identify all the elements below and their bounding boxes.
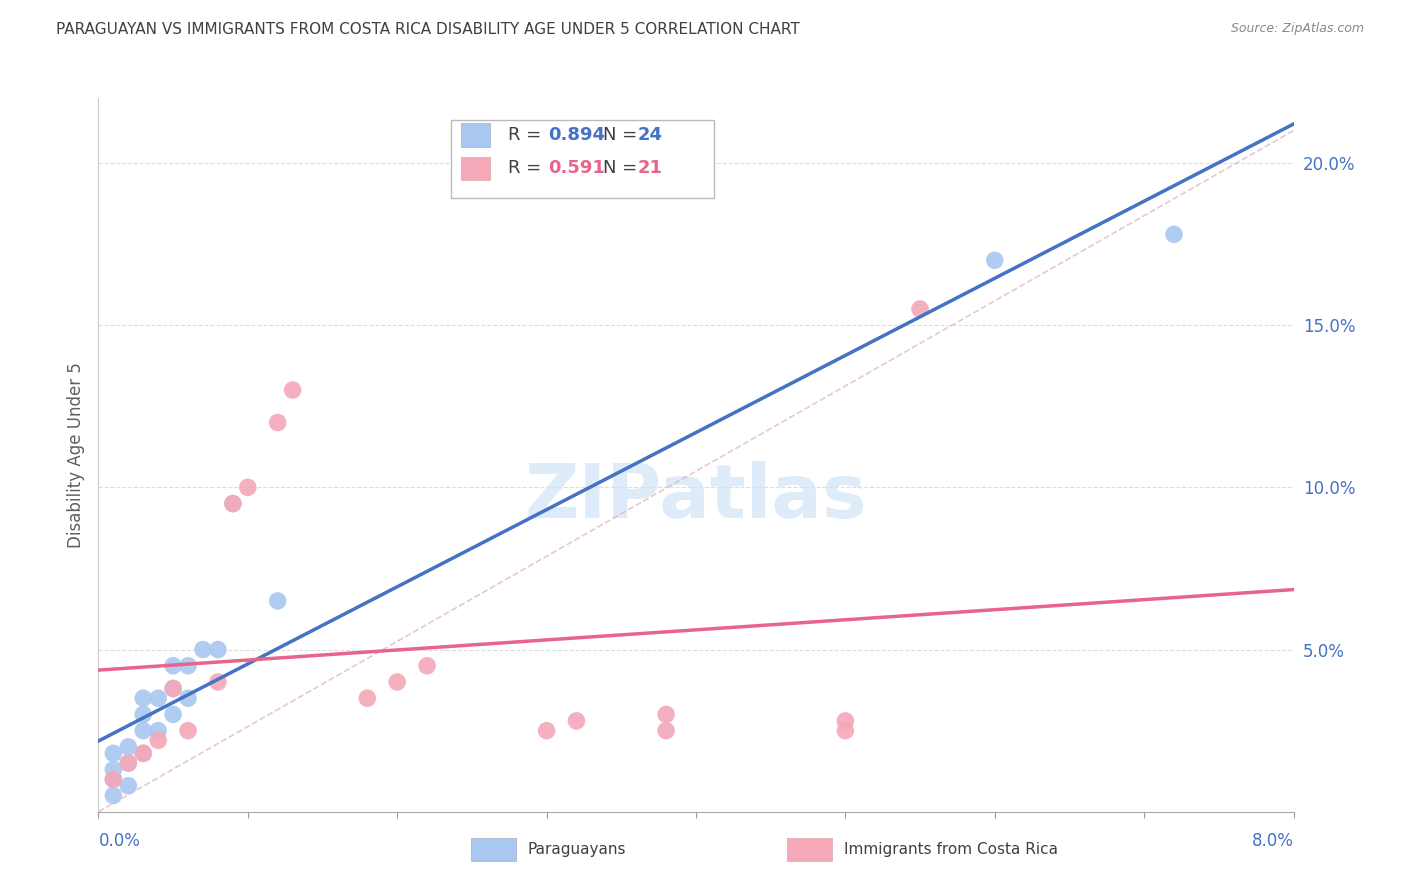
Point — [655, 707, 678, 722]
Point — [267, 416, 290, 430]
Point — [191, 642, 214, 657]
Y-axis label: Disability Age Under 5: Disability Age Under 5 — [66, 362, 84, 548]
Point — [162, 707, 184, 722]
Point — [117, 779, 139, 793]
Point — [162, 681, 184, 696]
Text: 24: 24 — [638, 127, 662, 145]
Point — [207, 642, 229, 657]
Point — [132, 707, 155, 722]
Point — [103, 747, 125, 761]
Text: 8.0%: 8.0% — [1251, 831, 1294, 849]
Point — [117, 756, 139, 770]
Point — [177, 658, 200, 673]
Point — [416, 658, 439, 673]
Point — [148, 691, 170, 706]
Point — [908, 301, 931, 316]
Text: R =: R = — [509, 159, 547, 177]
Point — [536, 723, 558, 738]
Text: 0.591: 0.591 — [548, 159, 605, 177]
Text: 0.894: 0.894 — [548, 127, 605, 145]
Point — [162, 658, 184, 673]
Point — [117, 756, 139, 770]
Point — [162, 681, 184, 696]
Text: Paraguayans: Paraguayans — [527, 842, 626, 857]
Point — [655, 723, 678, 738]
Point — [132, 723, 155, 738]
Point — [834, 714, 856, 728]
Point — [103, 772, 125, 787]
Point — [281, 383, 304, 397]
Point — [983, 253, 1005, 268]
Point — [132, 747, 155, 761]
Point — [356, 691, 378, 706]
Point — [222, 497, 245, 511]
Point — [385, 675, 409, 690]
Text: Immigrants from Costa Rica: Immigrants from Costa Rica — [844, 842, 1057, 857]
Point — [132, 747, 155, 761]
Text: PARAGUAYAN VS IMMIGRANTS FROM COSTA RICA DISABILITY AGE UNDER 5 CORRELATION CHAR: PARAGUAYAN VS IMMIGRANTS FROM COSTA RICA… — [56, 22, 800, 37]
Point — [222, 497, 245, 511]
Point — [132, 691, 155, 706]
Text: N =: N = — [603, 159, 643, 177]
Point — [565, 714, 588, 728]
Point — [236, 480, 259, 494]
Point — [1163, 227, 1185, 242]
Point — [148, 733, 170, 747]
Point — [834, 723, 856, 738]
Point — [148, 723, 170, 738]
Text: ZIPatlas: ZIPatlas — [524, 461, 868, 534]
Text: R =: R = — [509, 127, 547, 145]
Text: 21: 21 — [638, 159, 662, 177]
Point — [117, 739, 139, 754]
Point — [267, 594, 290, 608]
Text: 0.0%: 0.0% — [98, 831, 141, 849]
Point — [207, 675, 229, 690]
Point — [103, 772, 125, 787]
Point — [103, 763, 125, 777]
Text: Source: ZipAtlas.com: Source: ZipAtlas.com — [1230, 22, 1364, 36]
Point — [177, 691, 200, 706]
Point — [103, 789, 125, 803]
Text: N =: N = — [603, 127, 643, 145]
Point — [177, 723, 200, 738]
